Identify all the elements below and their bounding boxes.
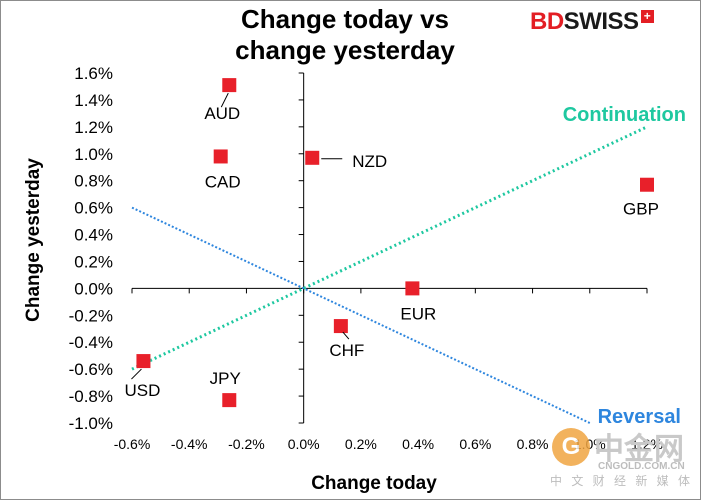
y-tick-label: 1.0% [74, 145, 113, 164]
x-tick-label: -0.2% [228, 436, 265, 452]
y-tick-label: 0.2% [74, 252, 113, 271]
data-label-nzd: NZD [352, 152, 387, 171]
data-label-chf: CHF [329, 341, 364, 360]
leader-usd [131, 368, 142, 380]
y-tick-label: 1.6% [74, 64, 113, 83]
y-tick-label: 1.4% [74, 91, 113, 110]
data-label-cad: CAD [205, 172, 241, 191]
point-cad [213, 149, 228, 164]
cngold-watermark: G 中金网 CNGOLD.COM.CN 中 文 财 经 新 媒 体 [548, 424, 698, 496]
data-label-jpy: JPY [210, 369, 241, 388]
chart-title-line-1: Change today vs [240, 4, 450, 34]
swiss-flag-icon: + [640, 10, 654, 23]
trendline-reversal [131, 206, 591, 424]
point-nzd [305, 150, 320, 165]
x-tick-label: 0.8% [517, 436, 549, 452]
y-tick-label: -1.0% [69, 414, 113, 433]
watermark-en-text: CNGOLD.COM.CN [598, 461, 685, 472]
point-usd [136, 354, 151, 369]
leader-chf [342, 331, 350, 340]
bdswiss-logo: BDSWISS + [530, 8, 654, 36]
chart-title: Change today vs change yesterday [150, 4, 540, 66]
y-tick-label: -0.6% [69, 360, 113, 379]
x-tick-label: -0.6% [114, 436, 151, 452]
x-tick-label: -0.4% [171, 436, 208, 452]
data-label-aud: AUD [204, 104, 240, 123]
x-tick-label: 0.2% [345, 436, 377, 452]
logo-swiss: SWISS [563, 8, 639, 35]
trendline-label-reversal: Reversal [598, 406, 681, 428]
x-tick-label: 0.6% [459, 436, 491, 452]
trendline-label-continuation: Continuation [563, 104, 686, 126]
y-tick-label: 1.2% [74, 118, 113, 137]
point-chf [333, 319, 348, 334]
point-eur [405, 281, 420, 296]
y-tick-label: 0.8% [74, 172, 113, 191]
logo-bd: BD [530, 8, 564, 35]
data-label-usd: USD [124, 381, 160, 400]
watermark-sub-text: 中 文 财 经 新 媒 体 [550, 474, 694, 488]
x-axis-label: Change today [311, 473, 437, 494]
x-tick-label: 0.4% [402, 436, 434, 452]
data-label-gbp: GBP [623, 200, 659, 219]
y-tick-label: -0.2% [69, 306, 113, 325]
point-jpy [222, 393, 237, 408]
x-tick-label: 0.0% [288, 436, 320, 452]
chart-title-line-2: change yesterday [235, 35, 455, 65]
data-label-eur: EUR [400, 304, 436, 323]
y-tick-label: 0.0% [74, 279, 113, 298]
y-tick-label: 0.6% [74, 199, 113, 218]
y-tick-label: -0.4% [69, 333, 113, 352]
trendline-continuation [131, 125, 648, 371]
point-aud [222, 78, 237, 93]
y-tick-label: -0.8% [69, 387, 113, 406]
y-tick-label: 0.4% [74, 226, 113, 245]
watermark-cn-text: 中金网 [594, 433, 684, 466]
leader-aud [220, 92, 229, 108]
point-gbp [640, 177, 654, 192]
x-tick-label: 1.2% [631, 436, 663, 452]
watermark-logo-icon: G [552, 428, 590, 466]
